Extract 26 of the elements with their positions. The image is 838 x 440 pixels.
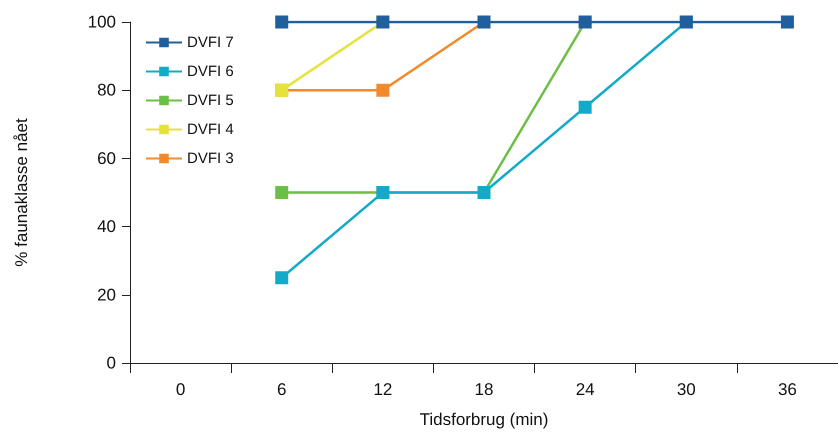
x-axis-title: Tidsforbrug (min) [420, 410, 548, 429]
legend-label: DVFI 4 [187, 121, 234, 138]
x-tick-label: 30 [676, 380, 696, 399]
legend-label: DVFI 7 [187, 34, 234, 51]
legend-label: DVFI 3 [187, 150, 234, 167]
y-tick-label: 40 [97, 217, 116, 236]
x-tick-label: 0 [176, 380, 186, 399]
legend-label: DVFI 6 [187, 63, 234, 80]
y-tick-label: 100 [88, 12, 116, 32]
x-tick-label: 6 [276, 380, 286, 399]
point [275, 271, 288, 284]
point [275, 186, 288, 199]
x-tick-label: 12 [373, 380, 392, 399]
x-tick-label: 36 [778, 380, 797, 399]
point [780, 16, 794, 28]
y-tick-label: 20 [97, 285, 116, 304]
x-tick-label: 24 [576, 380, 595, 399]
point [376, 84, 390, 97]
legend-label: DVFI 5 [187, 92, 234, 109]
point [578, 100, 592, 114]
y-tick-label: 0 [106, 354, 116, 372]
y-tick-label: 60 [97, 148, 116, 168]
y-tick-label: 80 [97, 80, 116, 100]
x-tick-label: 18 [474, 380, 494, 399]
point [275, 16, 288, 28]
y-axis-title: % faunaklasse nået [12, 118, 31, 267]
